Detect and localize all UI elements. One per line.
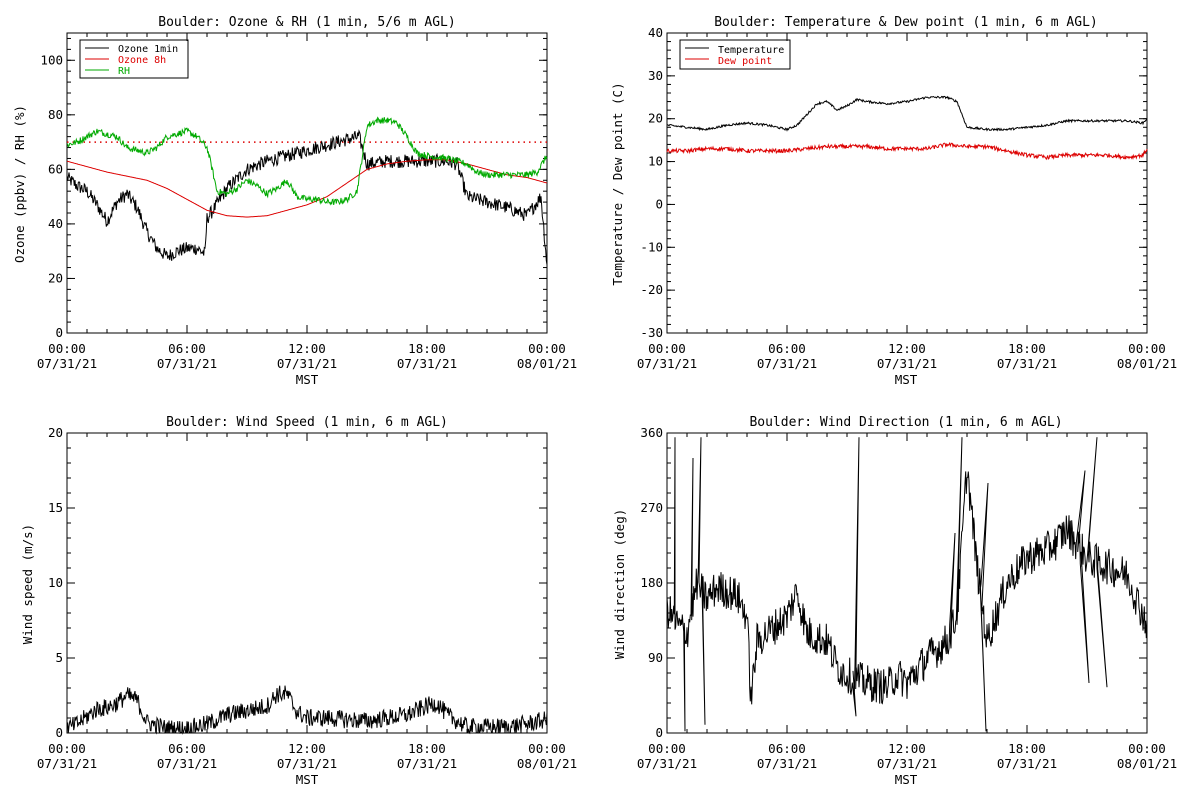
y-tick-label: 360 [640, 425, 663, 440]
y-tick-label: 90 [648, 650, 663, 665]
x-tick-label: 18:00 [1008, 741, 1046, 756]
x-tick-label: 18:00 [408, 741, 446, 756]
series-line-0 [66, 685, 548, 735]
y-tick-label: 40 [48, 216, 63, 231]
chart-title: Boulder: Temperature & Dew point (1 min,… [714, 15, 1098, 30]
y-axis-label: Wind direction (deg) [612, 509, 627, 660]
x-tick-date-label: 07/31/21 [877, 756, 937, 771]
x-tick-label: 12:00 [888, 341, 926, 356]
x-tick-date-label: 07/31/21 [757, 756, 817, 771]
y-axis-label: Ozone (ppbv) / RH (%) [12, 105, 27, 263]
legend-box [679, 39, 791, 70]
chart-title: Boulder: Ozone & RH (1 min, 5/6 m AGL) [158, 15, 455, 30]
y-tick-label: 20 [48, 270, 63, 285]
x-tick-date-label: 07/31/21 [637, 756, 697, 771]
x-tick-label: 00:00 [1128, 741, 1166, 756]
y-tick-label: 0 [55, 325, 63, 340]
series-line-0 [66, 129, 548, 265]
x-tick-label: 06:00 [168, 741, 206, 756]
x-tick-date-label: 07/31/21 [997, 756, 1057, 771]
x-tick-date-label: 07/31/21 [397, 756, 457, 771]
y-tick-label: 0 [55, 725, 63, 740]
series-line-0 [666, 95, 1148, 132]
x-tick-label: 00:00 [648, 341, 686, 356]
y-tick-label: 20 [648, 111, 663, 126]
y-tick-label: 10 [48, 575, 63, 590]
y-tick-label: 0 [655, 725, 663, 740]
x-tick-date-label: 07/31/21 [637, 356, 697, 371]
x-tick-label: 12:00 [888, 741, 926, 756]
x-tick-date-label: 07/31/21 [37, 356, 97, 371]
y-tick-label: 0 [655, 196, 663, 211]
x-tick-date-label: 07/31/21 [157, 756, 217, 771]
panel-ozone-rh: Boulder: Ozone & RH (1 min, 5/6 m AGL) O… [12, 15, 577, 387]
x-tick-date-label: 07/31/21 [277, 356, 337, 371]
x-axis-label: MST [296, 372, 319, 387]
legend-label: RH [118, 66, 130, 77]
plot-frame [666, 32, 1148, 334]
series-line-0 [666, 437, 1148, 732]
x-tick-label: 00:00 [528, 741, 566, 756]
legend-box [79, 39, 189, 79]
x-tick-date-label: 07/31/21 [877, 356, 937, 371]
x-tick-date-label: 07/31/21 [397, 356, 457, 371]
legend-label: Ozone 8h [118, 55, 166, 66]
x-tick-label: 06:00 [768, 341, 806, 356]
chart-title: Boulder: Wind Speed (1 min, 6 m AGL) [166, 415, 448, 430]
y-tick-label: -10 [640, 239, 663, 254]
y-tick-label: -30 [640, 325, 663, 340]
x-tick-label: 06:00 [168, 341, 206, 356]
x-tick-label: 18:00 [408, 341, 446, 356]
y-tick-label: 30 [648, 68, 663, 83]
y-tick-label: 80 [48, 107, 63, 122]
y-tick-label: 10 [648, 154, 663, 169]
y-tick-label: -20 [640, 282, 663, 297]
x-axis-label: MST [895, 772, 918, 787]
plot-frame [66, 432, 548, 734]
x-tick-date-label: 07/31/21 [757, 356, 817, 371]
x-tick-date-label: 07/31/21 [157, 356, 217, 371]
x-axis-label: MST [895, 372, 918, 387]
legend-label: Temperature [718, 45, 784, 56]
x-tick-date-label: 08/01/21 [517, 756, 577, 771]
y-tick-label: 20 [48, 425, 63, 440]
x-tick-date-label: 07/31/21 [997, 356, 1057, 371]
x-tick-date-label: 08/01/21 [517, 356, 577, 371]
x-tick-date-label: 07/31/21 [277, 756, 337, 771]
series-line-2 [66, 116, 548, 206]
x-tick-label: 12:00 [288, 741, 326, 756]
y-axis-label: Temperature / Dew point (C) [610, 82, 625, 285]
y-tick-label: 180 [640, 575, 663, 590]
y-tick-label: 15 [48, 500, 63, 515]
x-tick-date-label: 08/01/21 [1117, 756, 1177, 771]
panel-wind-speed: Boulder: Wind Speed (1 min, 6 m AGL) Win… [20, 415, 577, 787]
x-tick-label: 00:00 [648, 741, 686, 756]
x-tick-date-label: 07/31/21 [37, 756, 97, 771]
series-line-1 [666, 141, 1148, 161]
x-tick-label: 00:00 [1128, 341, 1166, 356]
x-tick-label: 06:00 [768, 741, 806, 756]
x-tick-label: 00:00 [528, 341, 566, 356]
series-line-1 [66, 159, 548, 218]
x-tick-label: 12:00 [288, 341, 326, 356]
x-tick-label: 00:00 [48, 341, 86, 356]
x-tick-date-label: 08/01/21 [1117, 356, 1177, 371]
y-tick-label: 40 [648, 25, 663, 40]
x-tick-label: 18:00 [1008, 341, 1046, 356]
x-tick-label: 00:00 [48, 741, 86, 756]
y-tick-label: 5 [55, 650, 63, 665]
legend-label: Dew point [718, 56, 772, 67]
panel-temperature-dewpoint: Boulder: Temperature & Dew point (1 min,… [610, 15, 1177, 387]
y-tick-label: 270 [640, 500, 663, 515]
x-axis-label: MST [296, 772, 319, 787]
chart-title: Boulder: Wind Direction (1 min, 6 m AGL) [749, 415, 1062, 430]
y-tick-label: 60 [48, 161, 63, 176]
legend-label: Ozone 1min [118, 44, 178, 55]
panel-wind-direction: Boulder: Wind Direction (1 min, 6 m AGL)… [612, 415, 1177, 787]
y-tick-label: 100 [40, 52, 63, 67]
y-axis-label: Wind speed (m/s) [20, 524, 35, 644]
